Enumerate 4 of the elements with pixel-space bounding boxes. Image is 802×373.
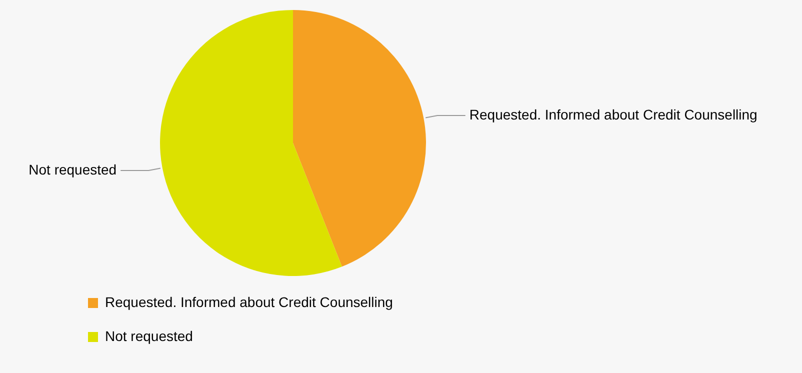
slice-label: Not requested (28, 161, 117, 178)
legend-label: Not requested (105, 328, 193, 344)
legend-label: Requested. Informed about Credit Counselling (105, 294, 393, 310)
slice-label: Requested. Informed about Credit Counselling (469, 106, 758, 122)
